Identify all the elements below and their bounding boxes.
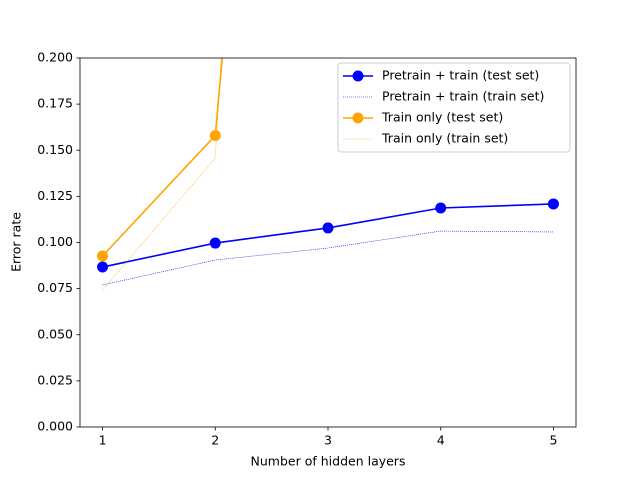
data-point [209,129,221,141]
y-tick-label: 0.125 [37,188,73,203]
data-point [547,198,559,210]
x-tick-label: 3 [324,433,332,448]
y-tick-label: 0.200 [37,50,73,65]
series-line [102,230,554,286]
y-tick-label: 0.075 [37,280,73,295]
x-tick-label: 5 [549,433,557,448]
legend-label: Pretrain + train (test set) [382,68,539,83]
y-tick-label: 0.000 [37,419,73,434]
data-point [97,250,109,262]
legend-frame [337,62,571,153]
x-tick-label: 2 [211,433,219,448]
x-tick-label: 1 [99,433,107,448]
legend-marker [352,112,364,124]
series-line [101,58,224,257]
y-axis-label: Error rate [9,212,24,272]
legend-label: Train only (train set) [381,131,508,146]
legend-marker [352,70,364,82]
legend-label: Pretrain + train (train set) [382,89,544,104]
y-tick-label: 0.150 [37,142,73,157]
data-point [209,237,221,249]
x-axis-label: Number of hidden layers [251,454,406,469]
data-point [435,202,447,214]
legend: Pretrain + train (test set) Pretrain + tr… [337,62,571,153]
y-tick-label: 0.100 [37,234,73,249]
y-tick-label: 0.175 [37,96,73,111]
x-tick-label: 4 [437,433,445,448]
y-tick-label: 0.025 [37,372,73,387]
series-line [102,203,554,268]
legend-label: Train only (test set) [381,110,503,125]
y-tick-label: 0.050 [37,326,73,341]
plot-area [97,58,559,291]
data-point [97,261,109,273]
data-point [322,222,334,234]
axes-frame [79,57,577,428]
